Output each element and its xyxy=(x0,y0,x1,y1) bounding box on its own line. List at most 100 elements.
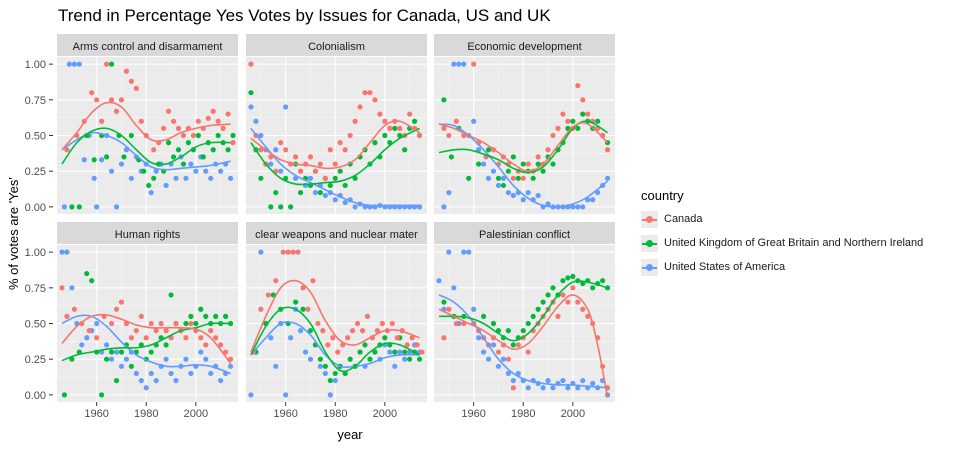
data-point xyxy=(362,90,368,96)
data-point xyxy=(565,275,571,281)
data-point xyxy=(133,85,139,91)
data-point xyxy=(71,61,77,67)
data-point xyxy=(188,161,194,167)
data-point xyxy=(113,108,120,114)
data-point xyxy=(600,278,606,284)
y-tick-label: 0.00 xyxy=(25,202,46,214)
data-point xyxy=(515,342,521,348)
data-point xyxy=(193,320,199,327)
data-point xyxy=(337,168,343,174)
facet-panel: Human rights xyxy=(57,222,238,402)
data-point xyxy=(258,147,264,153)
data-point xyxy=(71,306,77,312)
data-point xyxy=(128,363,134,369)
data-point xyxy=(138,377,144,384)
data-point xyxy=(248,61,254,67)
data-point xyxy=(64,249,70,255)
data-point xyxy=(495,175,502,181)
data-point xyxy=(525,189,531,196)
x-tick-label: 1960 xyxy=(273,408,297,420)
data-point xyxy=(143,335,149,341)
data-point xyxy=(128,132,134,139)
data-point xyxy=(446,132,452,139)
data-point xyxy=(84,335,90,341)
data-point xyxy=(153,168,159,174)
data-point xyxy=(173,377,179,384)
data-point xyxy=(580,306,586,312)
data-point xyxy=(248,392,254,398)
data-point xyxy=(466,249,472,255)
trend-line xyxy=(438,122,609,172)
facet-panel: Colonialism xyxy=(246,34,427,214)
data-point xyxy=(168,292,174,298)
data-point xyxy=(448,154,454,160)
data-point xyxy=(545,292,551,298)
data-point xyxy=(230,132,236,139)
data-point xyxy=(402,349,408,355)
data-point xyxy=(138,313,144,319)
data-point xyxy=(180,161,187,167)
data-point xyxy=(61,392,68,398)
data-point xyxy=(471,118,477,124)
data-point xyxy=(307,154,314,160)
data-point xyxy=(471,306,477,312)
data-point xyxy=(163,182,169,189)
data-point xyxy=(258,132,264,139)
data-point xyxy=(99,157,105,163)
legend-label: Canada xyxy=(664,213,703,225)
data-point xyxy=(312,189,319,196)
facet-panel: Arms control and disarmament xyxy=(57,34,238,214)
data-point xyxy=(113,204,120,210)
data-point xyxy=(146,182,152,189)
facet-strip xyxy=(434,34,615,56)
data-point xyxy=(210,147,216,153)
data-point xyxy=(133,328,139,334)
data-point xyxy=(446,249,452,255)
data-point xyxy=(382,118,388,124)
data-point xyxy=(322,175,328,181)
data-point xyxy=(258,175,264,181)
data-point xyxy=(148,349,154,355)
data-point xyxy=(485,147,492,153)
data-point xyxy=(173,175,179,181)
data-point xyxy=(94,335,100,341)
y-tick-label: 0.75 xyxy=(25,95,46,107)
data-point xyxy=(69,285,75,291)
data-point xyxy=(575,385,581,391)
data-point xyxy=(118,363,125,369)
data-point xyxy=(357,104,363,110)
x-tick-label: 1980 xyxy=(511,408,535,420)
data-point xyxy=(540,168,546,174)
facet-panel: Economic development xyxy=(434,34,615,214)
data-point xyxy=(208,370,214,377)
data-point xyxy=(327,377,333,384)
data-point xyxy=(441,204,447,210)
data-point xyxy=(332,370,338,377)
data-point xyxy=(555,125,561,131)
data-point xyxy=(195,118,201,124)
data-point xyxy=(570,118,576,124)
data-point xyxy=(505,189,511,196)
data-point xyxy=(89,90,95,96)
data-point xyxy=(495,363,502,369)
data-point xyxy=(392,363,398,369)
data-point xyxy=(218,377,224,384)
data-point xyxy=(283,104,289,110)
data-point xyxy=(590,197,596,203)
data-point xyxy=(203,168,209,174)
data-point xyxy=(595,118,601,124)
x-tick-label: 2000 xyxy=(561,408,585,420)
facet-strip xyxy=(57,34,238,56)
data-point xyxy=(545,147,551,153)
data-point xyxy=(190,132,196,139)
data-point xyxy=(456,61,462,67)
x-tick-label: 2000 xyxy=(184,408,208,420)
data-point xyxy=(397,125,403,131)
data-point xyxy=(283,147,289,153)
data-point xyxy=(278,140,284,146)
data-point xyxy=(81,157,87,163)
data-point xyxy=(170,154,177,160)
data-point xyxy=(510,385,516,391)
data-point xyxy=(153,377,159,384)
